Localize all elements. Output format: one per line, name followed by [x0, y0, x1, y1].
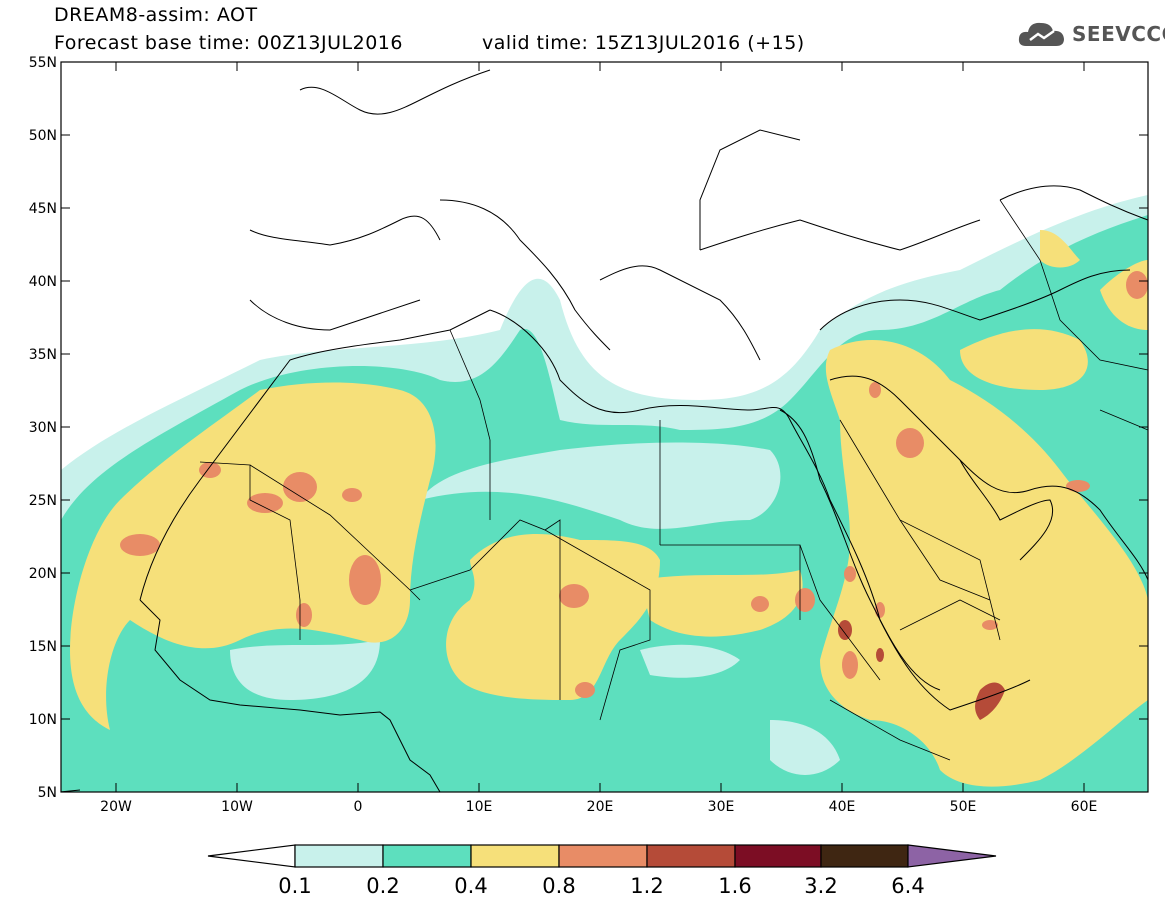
colorbar-label: 1.6 — [718, 874, 751, 898]
lon-label: 0 — [354, 799, 363, 815]
aot-gap-2 — [230, 640, 380, 700]
aot-band-0.4-central — [446, 534, 660, 700]
aot-blob-10 — [751, 596, 769, 612]
lat-label: 15N — [29, 639, 57, 655]
colorbar-segment — [646, 844, 736, 868]
aot-blob-7 — [342, 488, 362, 502]
aot-high-2 — [838, 620, 852, 640]
aot-blob-12 — [896, 428, 924, 458]
aot-blob-3 — [247, 493, 283, 513]
lon-label: 20W — [100, 799, 132, 815]
cloud-icon — [1018, 22, 1064, 46]
aot-gap-3 — [640, 644, 740, 678]
lon-label: 60E — [1071, 799, 1098, 815]
colorbar-label: 1.2 — [630, 874, 663, 898]
lat-label: 25N — [29, 493, 57, 509]
lat-label: 50N — [29, 128, 57, 144]
lat-label: 10N — [29, 712, 57, 728]
aot-blob-16 — [1066, 480, 1090, 492]
colorbar-label: 3.2 — [804, 874, 837, 898]
aot-field — [61, 62, 1148, 792]
aot-blob-4 — [283, 472, 317, 502]
lat-label: 45N — [29, 201, 57, 217]
lon-label: 30E — [708, 799, 735, 815]
aot-blob-15 — [1126, 271, 1148, 299]
aot-band-0.4-caspian — [1040, 230, 1080, 268]
aot-band-0.4-iran — [960, 329, 1088, 390]
aot-high-3 — [876, 648, 884, 662]
logo-text: SEEVCCC — [1072, 22, 1165, 46]
colorbar-label: 0.1 — [278, 874, 311, 898]
lon-labels: 20W 10W 0 10E 20E 30E 40E 50E 60E — [100, 799, 1097, 815]
colorbar-segment — [470, 844, 560, 868]
colorbar-segment — [558, 844, 648, 868]
colorbar-below-arrow — [207, 844, 296, 868]
colorbar-label: 0.2 — [366, 874, 399, 898]
lon-ticks — [115, 62, 1085, 792]
lat-label: 55N — [29, 55, 57, 71]
aot-high-1 — [975, 682, 1005, 720]
lon-label: 40E — [829, 799, 856, 815]
colorbar-segment — [294, 844, 384, 868]
lat-label: 35N — [29, 347, 57, 363]
aot-gap-4 — [770, 720, 840, 775]
aot-blob-2 — [199, 462, 221, 478]
valid-time: valid time: 15Z13JUL2016 (+15) — [482, 32, 805, 54]
lat-ticks — [61, 61, 1148, 793]
aot-blob-1 — [120, 534, 160, 556]
coastlines — [61, 69, 1148, 792]
aot-blob-11 — [795, 588, 815, 612]
aot-band-0.4-west — [70, 382, 436, 730]
colorbar-label: 6.4 — [891, 874, 924, 898]
lat-label: 40N — [29, 274, 57, 290]
colorbar-segment — [734, 844, 822, 868]
aot-band-0.4-sahel — [640, 570, 803, 637]
aot-blob-17 — [982, 620, 998, 630]
seevccc-logo: SEEVCCC — [1016, 18, 1165, 50]
lon-label: 10W — [221, 799, 253, 815]
lat-label: 5N — [38, 785, 57, 801]
lon-label: 50E — [950, 799, 977, 815]
map-title: DREAM8-assim: AOT — [54, 4, 258, 26]
colorbar-segment — [820, 844, 909, 868]
aot-blob-13 — [869, 382, 881, 398]
aot-blob-9 — [575, 682, 595, 698]
lon-label: 20E — [587, 799, 614, 815]
colorbar-label: 0.4 — [454, 874, 487, 898]
forecast-base-time: Forecast base time: 00Z13JUL2016 — [54, 32, 403, 54]
aot-blob-18 — [844, 566, 856, 582]
aot-blob-8 — [559, 584, 589, 608]
colorbar-above-arrow — [907, 844, 997, 868]
lat-label: 30N — [29, 420, 57, 436]
aot-blob-14 — [842, 651, 858, 679]
colorbar-labels: 0.1 0.2 0.4 0.8 1.2 1.6 3.2 6.4 — [278, 874, 924, 898]
lat-labels: 55N 50N 45N 40N 35N 30N 25N 20N 15N 10N … — [29, 55, 57, 801]
lon-label: 10E — [466, 799, 493, 815]
colorbar-segment — [382, 844, 472, 868]
aot-blob-5 — [349, 555, 381, 605]
aot-gap-1 — [420, 442, 781, 529]
colorbar — [207, 844, 997, 868]
country-borders — [199, 199, 1148, 761]
aot-blob-19 — [875, 602, 885, 618]
colorbar-label: 0.8 — [542, 874, 575, 898]
aot-blob-6 — [296, 603, 312, 627]
lat-label: 20N — [29, 566, 57, 582]
